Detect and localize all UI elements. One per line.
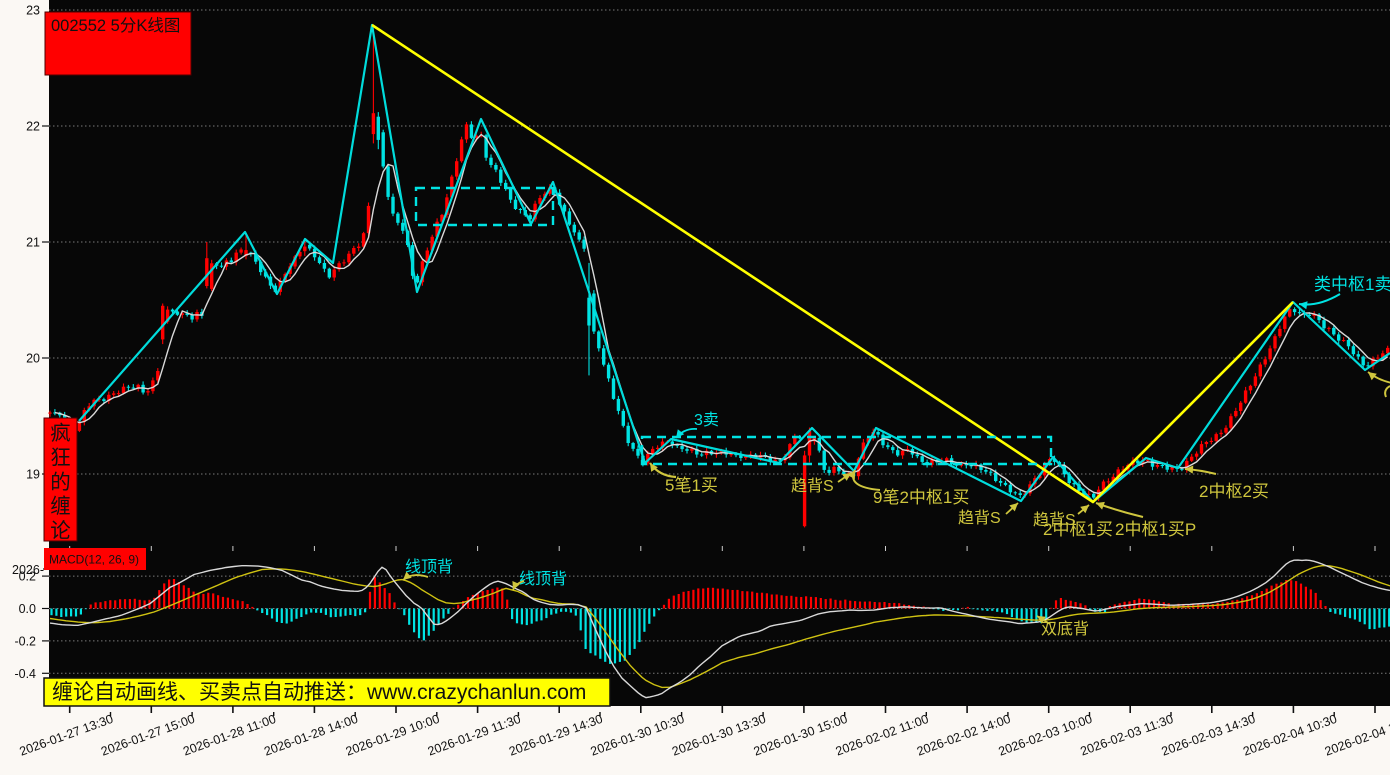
svg-text:9笔2中枢1买: 9笔2中枢1买 <box>873 488 969 507</box>
svg-text:5笔1买: 5笔1买 <box>665 476 718 495</box>
svg-text:缠: 缠 <box>50 495 71 518</box>
svg-text:2中枢2买: 2中枢2买 <box>1199 482 1269 501</box>
svg-text:19: 19 <box>26 468 40 482</box>
svg-text:20: 20 <box>26 352 40 366</box>
svg-text:002552 5分K线图: 002552 5分K线图 <box>51 16 180 35</box>
svg-text:0.2: 0.2 <box>19 570 36 584</box>
svg-text:缠论自动画线、买卖点自动推送：www.crazychanlu: 缠论自动画线、买卖点自动推送：www.crazychanlun.com <box>52 681 586 704</box>
svg-text:双底背: 双底背 <box>1041 620 1089 638</box>
svg-text:-0.2: -0.2 <box>14 634 36 648</box>
svg-text:3卖: 3卖 <box>694 411 719 429</box>
svg-text:22: 22 <box>26 120 40 134</box>
svg-text:狂: 狂 <box>50 446 71 469</box>
svg-text:疯: 疯 <box>50 422 71 445</box>
svg-text:论: 论 <box>50 520 71 543</box>
svg-text:21: 21 <box>26 236 40 250</box>
svg-text:线顶背: 线顶背 <box>519 570 567 588</box>
svg-text:趋背S: 趋背S <box>791 477 834 495</box>
svg-text:的: 的 <box>50 471 71 494</box>
svg-text:23: 23 <box>26 4 40 18</box>
svg-text:线顶背: 线顶背 <box>405 558 453 576</box>
svg-text:趋背S: 趋背S <box>958 509 1001 527</box>
svg-text:趋背S: 趋背S <box>1033 511 1076 529</box>
svg-text:2026-: 2026- <box>12 563 44 577</box>
svg-text:2中枢1买: 2中枢1买 <box>1043 520 1113 539</box>
svg-text:2中枢1买P: 2中枢1买P <box>1115 520 1196 539</box>
svg-text:MACD(12, 26, 9): MACD(12, 26, 9) <box>49 553 139 567</box>
svg-text:-0.4: -0.4 <box>14 667 36 681</box>
svg-text:类中枢1卖: 类中枢1卖 <box>1314 275 1390 294</box>
svg-text:0.0: 0.0 <box>19 602 36 616</box>
